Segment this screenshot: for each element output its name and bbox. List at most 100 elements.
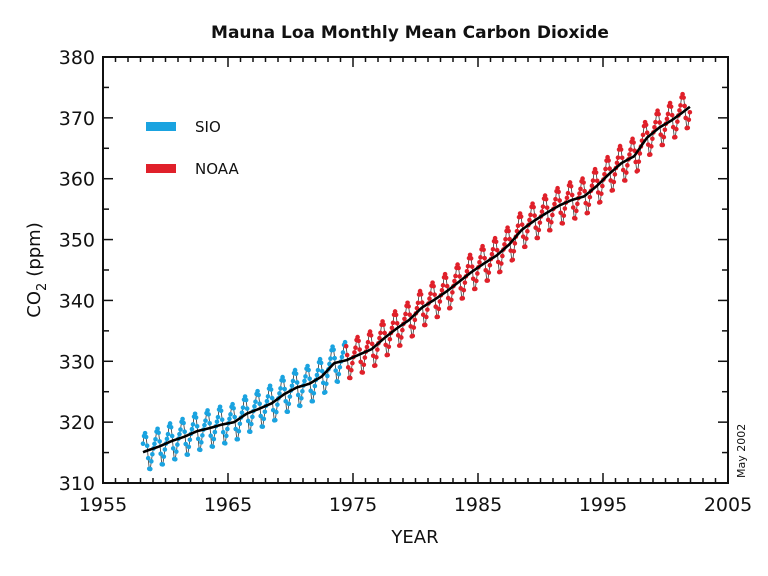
data-point-sio xyxy=(285,409,291,415)
data-point-noaa xyxy=(386,344,392,350)
data-point-noaa xyxy=(425,307,430,312)
data-point-noaa xyxy=(497,269,503,275)
data-point-noaa xyxy=(643,122,649,128)
data-point-sio xyxy=(295,392,301,398)
data-point-noaa xyxy=(675,119,680,124)
data-point-sio xyxy=(168,424,174,430)
data-point-noaa xyxy=(539,209,545,214)
data-point-noaa xyxy=(372,363,378,368)
data-point-noaa xyxy=(664,116,670,122)
data-point-noaa xyxy=(368,333,374,338)
data-point-noaa xyxy=(390,320,396,326)
data-point-noaa xyxy=(430,280,435,285)
data-point-noaa xyxy=(343,343,349,349)
data-point-noaa xyxy=(532,213,537,218)
data-point-sio xyxy=(306,367,311,373)
y-tick-label: 330 xyxy=(59,351,95,373)
data-point-sio xyxy=(262,409,268,415)
data-point-sio xyxy=(260,424,266,429)
data-point-noaa xyxy=(512,241,518,246)
x-tick-label: 1965 xyxy=(204,494,252,516)
data-point-noaa xyxy=(597,199,603,205)
data-point-noaa xyxy=(527,217,532,223)
data-point-sio xyxy=(239,410,245,415)
data-point-sio xyxy=(257,401,262,407)
data-point-noaa xyxy=(461,287,467,293)
data-point-sio xyxy=(281,378,286,383)
data-point-sio xyxy=(203,418,208,423)
data-point-noaa xyxy=(594,178,600,184)
data-point-sio xyxy=(283,398,289,404)
data-point-sio xyxy=(177,431,182,437)
data-point-noaa xyxy=(622,178,628,183)
data-point-noaa xyxy=(630,136,635,142)
data-point-noaa xyxy=(374,354,379,360)
data-point-noaa xyxy=(489,251,495,257)
data-point-sio xyxy=(307,376,312,381)
data-point-sio xyxy=(219,417,225,422)
data-point-noaa xyxy=(364,344,370,350)
data-point-noaa xyxy=(472,286,478,292)
data-point-noaa xyxy=(428,291,433,296)
data-point-noaa xyxy=(502,242,507,247)
data-point-noaa xyxy=(382,330,387,336)
chart-title: Mauna Loa Monthly Mean Carbon Dioxide xyxy=(211,23,609,43)
data-point-noaa xyxy=(369,341,375,347)
data-point-noaa xyxy=(518,214,524,219)
data-point-sio xyxy=(342,339,348,345)
data-point-noaa xyxy=(389,325,395,331)
y-label-co: CO xyxy=(24,291,45,318)
data-point-noaa xyxy=(602,171,607,177)
data-point-sio xyxy=(340,350,346,355)
data-point-noaa xyxy=(347,375,353,381)
data-point-sio xyxy=(265,394,271,399)
data-point-noaa xyxy=(620,167,626,173)
data-point-noaa xyxy=(522,244,528,250)
data-point-noaa xyxy=(492,235,498,241)
data-point-noaa xyxy=(385,352,391,358)
data-point-sio xyxy=(205,408,210,413)
data-point-noaa xyxy=(577,191,582,196)
data-point-noaa xyxy=(606,158,611,163)
data-point-noaa xyxy=(415,300,421,306)
data-point-sio xyxy=(186,444,192,450)
data-point-noaa xyxy=(402,316,407,322)
data-point-noaa xyxy=(524,236,529,241)
data-point-noaa xyxy=(612,172,618,177)
y-tick-label: 320 xyxy=(59,412,95,434)
data-point-sio xyxy=(255,388,260,394)
data-point-sio xyxy=(190,422,196,427)
data-point-noaa xyxy=(419,300,425,305)
y-tick-label: 360 xyxy=(59,169,95,191)
data-point-noaa xyxy=(669,112,675,118)
data-point-sio xyxy=(212,429,218,435)
x-tick-label: 2005 xyxy=(704,494,752,516)
data-point-noaa xyxy=(599,191,604,197)
data-point-noaa xyxy=(439,288,445,293)
data-point-noaa xyxy=(475,271,480,276)
data-point-noaa xyxy=(530,201,535,206)
y-tick-label: 310 xyxy=(59,473,95,495)
data-point-noaa xyxy=(407,312,412,317)
data-point-sio xyxy=(172,456,178,462)
data-point-sio xyxy=(144,443,150,449)
data-point-sio xyxy=(200,433,205,438)
data-point-sio xyxy=(211,436,217,442)
data-point-noaa xyxy=(549,219,554,225)
data-point-noaa xyxy=(481,247,486,253)
data-point-noaa xyxy=(585,210,591,216)
data-point-sio xyxy=(158,451,164,457)
data-point-sio xyxy=(293,371,299,377)
data-point-sio xyxy=(225,426,230,432)
data-point-noaa xyxy=(528,212,533,218)
data-point-noaa xyxy=(361,362,367,368)
legend-swatch-noaa xyxy=(146,164,176,173)
data-point-noaa xyxy=(486,270,492,275)
data-point-sio xyxy=(222,441,228,446)
data-point-sio xyxy=(287,394,293,399)
data-point-noaa xyxy=(562,206,568,211)
data-point-noaa xyxy=(672,134,678,140)
data-point-noaa xyxy=(540,204,546,209)
data-point-noaa xyxy=(611,179,617,185)
data-point-noaa xyxy=(440,283,446,288)
